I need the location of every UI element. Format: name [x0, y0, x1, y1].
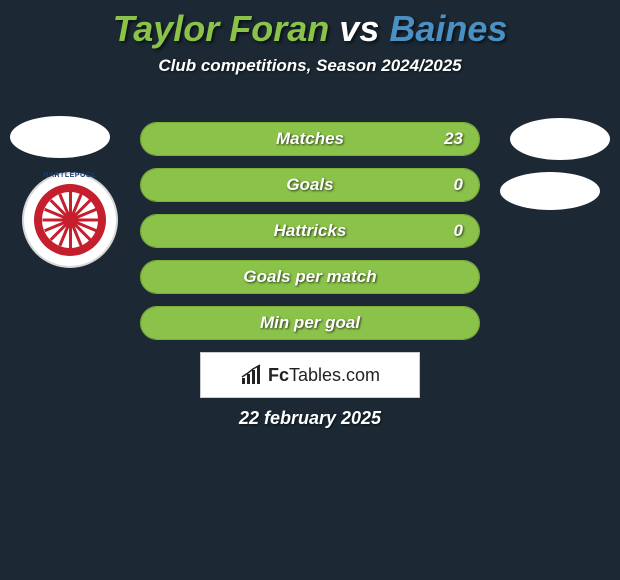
- stat-row: Goals per match: [140, 260, 480, 294]
- stat-label: Goals per match: [243, 267, 376, 287]
- fctables-logo[interactable]: FcTables.com: [200, 352, 420, 398]
- stat-row: Matches 23: [140, 122, 480, 156]
- stats-container: Matches 23 Goals 0 Hattricks 0 Goals per match…: [140, 122, 480, 352]
- stat-row: Hattricks 0: [140, 214, 480, 248]
- stat-value: 0: [454, 175, 463, 195]
- stat-row: Min per goal: [140, 306, 480, 340]
- club-badge-inner: [34, 184, 106, 256]
- stat-label: Min per goal: [260, 313, 360, 333]
- player1-club-badge: HARTLEPOOL: [22, 172, 118, 268]
- logo-suffix: .com: [341, 365, 380, 385]
- comparison-date: 22 february 2025: [0, 408, 620, 429]
- player2-avatar-placeholder: [510, 118, 610, 160]
- stat-label: Goals: [286, 175, 333, 195]
- club-name-text: HARTLEPOOL: [43, 172, 96, 179]
- stat-label: Hattricks: [274, 221, 347, 241]
- stat-row: Goals 0: [140, 168, 480, 202]
- player1-avatar-placeholder: [10, 116, 110, 158]
- stat-value: 0: [454, 221, 463, 241]
- player2-name: Baines: [389, 8, 507, 49]
- comparison-subtitle: Club competitions, Season 2024/2025: [0, 56, 620, 76]
- logo-text: FcTables.com: [268, 365, 380, 386]
- logo-rest: Tables: [289, 365, 341, 385]
- club-wheel-icon: [42, 192, 98, 248]
- stat-label: Matches: [276, 129, 344, 149]
- stat-value: 23: [444, 129, 463, 149]
- player1-name: Taylor Foran: [113, 8, 330, 49]
- comparison-title: Taylor Foran vs Baines: [0, 0, 620, 50]
- chart-icon: [240, 364, 262, 386]
- vs-separator: vs: [329, 8, 389, 49]
- logo-prefix: Fc: [268, 365, 289, 385]
- player2-club-placeholder: [500, 172, 600, 210]
